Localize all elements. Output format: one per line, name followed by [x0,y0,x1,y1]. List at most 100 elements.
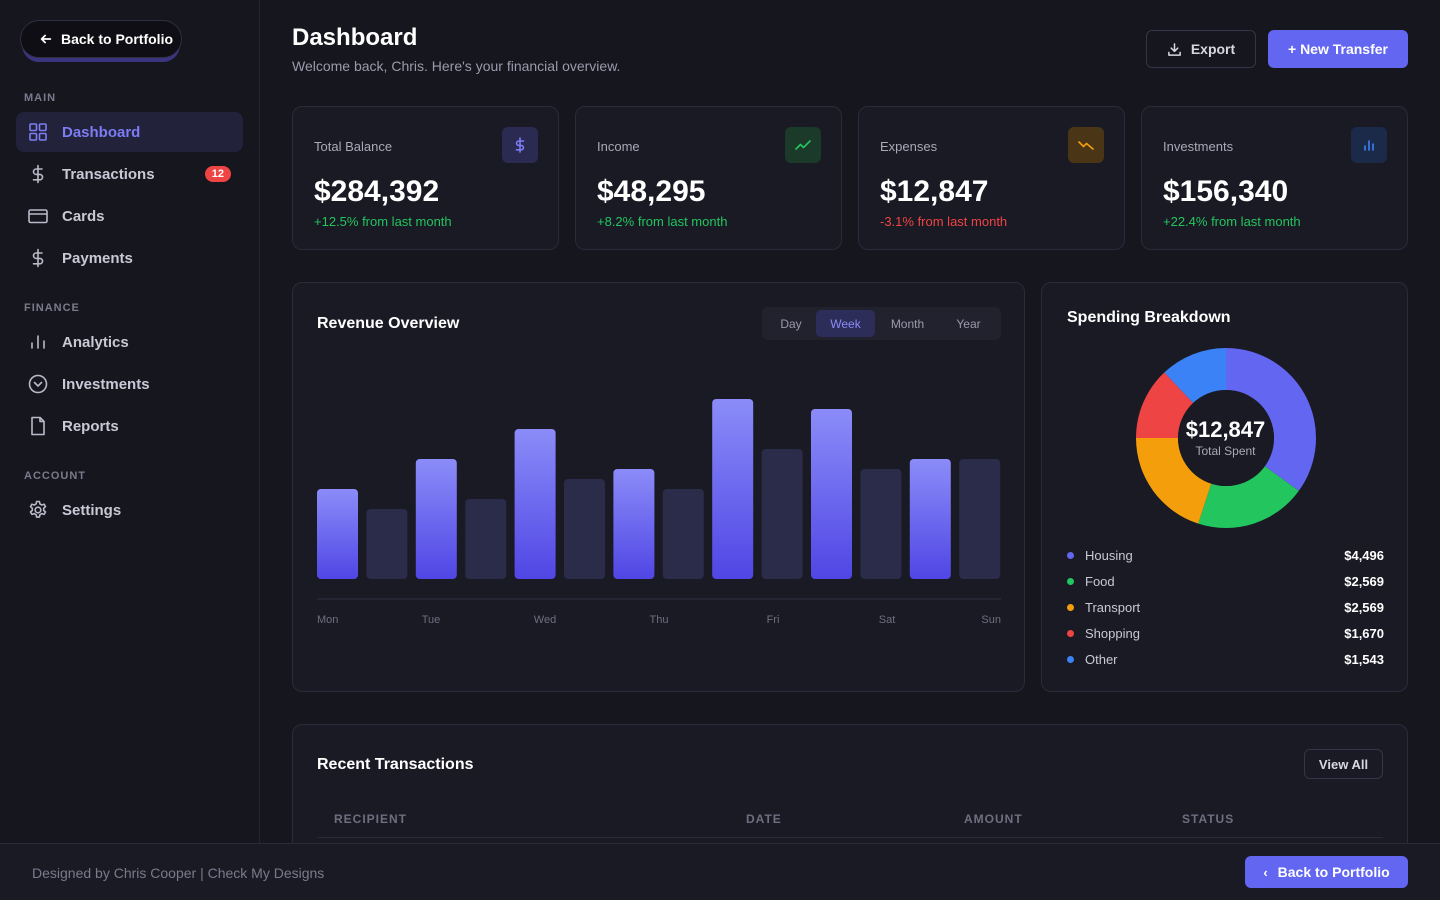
column-header-recipient[interactable]: RECIPIENT [334,812,408,826]
footer-back-label: Back to Portfolio [1277,864,1390,880]
bar-thu-2[interactable] [662,489,704,579]
sidebar-item-dashboard[interactable]: Dashboard [16,112,243,152]
stat-label: Expenses [880,139,938,154]
export-button[interactable]: Export [1146,30,1256,68]
column-header-date[interactable]: DATE [746,812,782,826]
dollar-icon [502,127,538,163]
bar-sun-2[interactable] [959,459,1001,579]
transactions-title: Recent Transactions [317,756,474,773]
bar-fri-1[interactable] [712,399,754,579]
sidebar-item-investments[interactable]: Investments [16,364,243,404]
donut-slice-shopping[interactable] [1136,372,1194,439]
sidebar-item-payments[interactable]: Payments [16,238,243,278]
sidebar-item-label: Cards [62,207,105,225]
x-tick-label: Sun [981,614,1001,626]
legend-amount: $2,569 [1344,599,1384,615]
bar-sat-1[interactable] [811,409,852,579]
column-header-status[interactable]: STATUS [1182,812,1235,826]
sidebar-item-label: Transactions [62,165,155,183]
notification-badge: 12 [204,166,231,182]
legend-item-food: Food $2,569 [1067,571,1384,591]
export-label: Export [1190,41,1236,57]
sidebar-item-label: Reports [62,417,119,435]
stat-label: Income [597,139,640,154]
x-tick-label: Thu [650,614,669,626]
stat-label: Investments [1163,139,1234,154]
x-tick-label: Sat [879,614,896,626]
legend-amount: $1,543 [1344,651,1384,667]
sidebar-item-analytics[interactable]: Analytics [16,322,243,362]
range-month[interactable]: Month [890,316,925,331]
legend-label: Housing [1085,547,1133,563]
card-icon [28,206,48,226]
bar-tue-1[interactable] [415,459,457,579]
spending-title: Spending Breakdown [1067,309,1231,326]
legend-label: Other [1085,651,1118,667]
stat-delta: +12.5% from last month [314,214,452,229]
range-week[interactable]: Week [816,310,875,337]
grid-icon [28,122,48,142]
sidebar-item-reports[interactable]: Reports [16,406,243,446]
back-to-portfolio-label: Back to Portfolio [61,31,174,47]
bar-tue-2[interactable] [465,499,507,579]
legend-label: Food [1085,573,1115,589]
bar-wed-1[interactable] [514,429,556,579]
legend-item-other: Other $1,543 [1067,649,1384,669]
back-to-portfolio-button[interactable]: Back to Portfolio [20,20,182,58]
donut-hole [1178,390,1274,486]
x-tick-label: Fri [767,614,780,626]
column-header-amount[interactable]: AMOUNT [964,812,1023,826]
new-transfer-button[interactable]: + New Transfer [1268,30,1408,68]
revenue-title: Revenue Overview [317,315,460,332]
donut-slice-other[interactable] [1164,348,1226,404]
footer-credit[interactable]: Designed by Chris Cooper | Check My Desi… [32,865,325,881]
download-icon [1167,42,1182,57]
stat-card-total-balance: Total Balance $284,392 +12.5% from last … [292,106,559,250]
footer-back-to-portfolio-button[interactable]: ‹ Back to Portfolio [1245,856,1408,888]
gear-icon [28,500,48,520]
legend-amount: $4,496 [1344,547,1384,563]
sidebar-item-label: Payments [62,249,133,267]
range-day[interactable]: Day [780,316,802,331]
trend-up-icon [785,127,821,163]
sidebar-item-settings[interactable]: Settings [16,490,243,530]
view-all-button[interactable]: View All [1304,749,1383,779]
stat-card-income: Income $48,295 +8.2% from last month [575,106,842,250]
nav-section-finance: FINANCE [24,302,80,314]
stat-card-expenses: Expenses $12,847 -3.1% from last month [858,106,1125,250]
stat-value: $156,340 [1163,175,1289,208]
bar-sun-1[interactable] [909,459,951,579]
dollar-icon [28,248,48,268]
bar-wed-2[interactable] [564,479,605,579]
donut-slice-food[interactable] [1198,466,1299,528]
sidebar-item-label: Settings [62,501,122,519]
bar-fri-2[interactable] [761,449,803,579]
page-subtitle: Welcome back, Chris. Here's your financi… [292,58,621,74]
spending-donut-chart [1136,348,1316,528]
bar-mon-2[interactable] [366,509,408,579]
footer: Designed by Chris Cooper | Check My Desi… [0,843,1440,900]
trend-down-icon [1068,127,1104,163]
stat-delta: -3.1% from last month [880,214,1008,229]
stat-delta: +22.4% from last month [1163,214,1301,229]
bar-mon-1[interactable] [317,489,358,579]
bar-sat-2[interactable] [860,469,902,579]
stat-value: $12,847 [880,175,989,208]
donut-slice-transport[interactable] [1136,438,1212,524]
x-tick-label: Tue [422,614,441,626]
chevron-left-icon: ‹ [1263,864,1268,880]
dollar-icon [28,164,48,184]
sidebar-item-transactions[interactable]: Transactions 12 [16,154,243,194]
sidebar-item-cards[interactable]: Cards [16,196,243,236]
donut-slice-housing[interactable] [1226,348,1316,491]
bar-thu-1[interactable] [613,469,655,579]
range-year[interactable]: Year [956,316,981,331]
page-title: Dashboard [292,24,418,51]
spending-breakdown-card: Spending Breakdown $12,847 Total Spent H… [1041,282,1408,692]
legend-amount: $1,670 [1344,625,1384,641]
stat-value: $284,392 [314,175,440,208]
legend-dot [1067,603,1074,611]
sidebar-item-label: Dashboard [62,123,141,141]
stat-card-investments: Investments $156,340 +22.4% from last mo… [1141,106,1408,250]
legend-dot [1067,577,1074,585]
